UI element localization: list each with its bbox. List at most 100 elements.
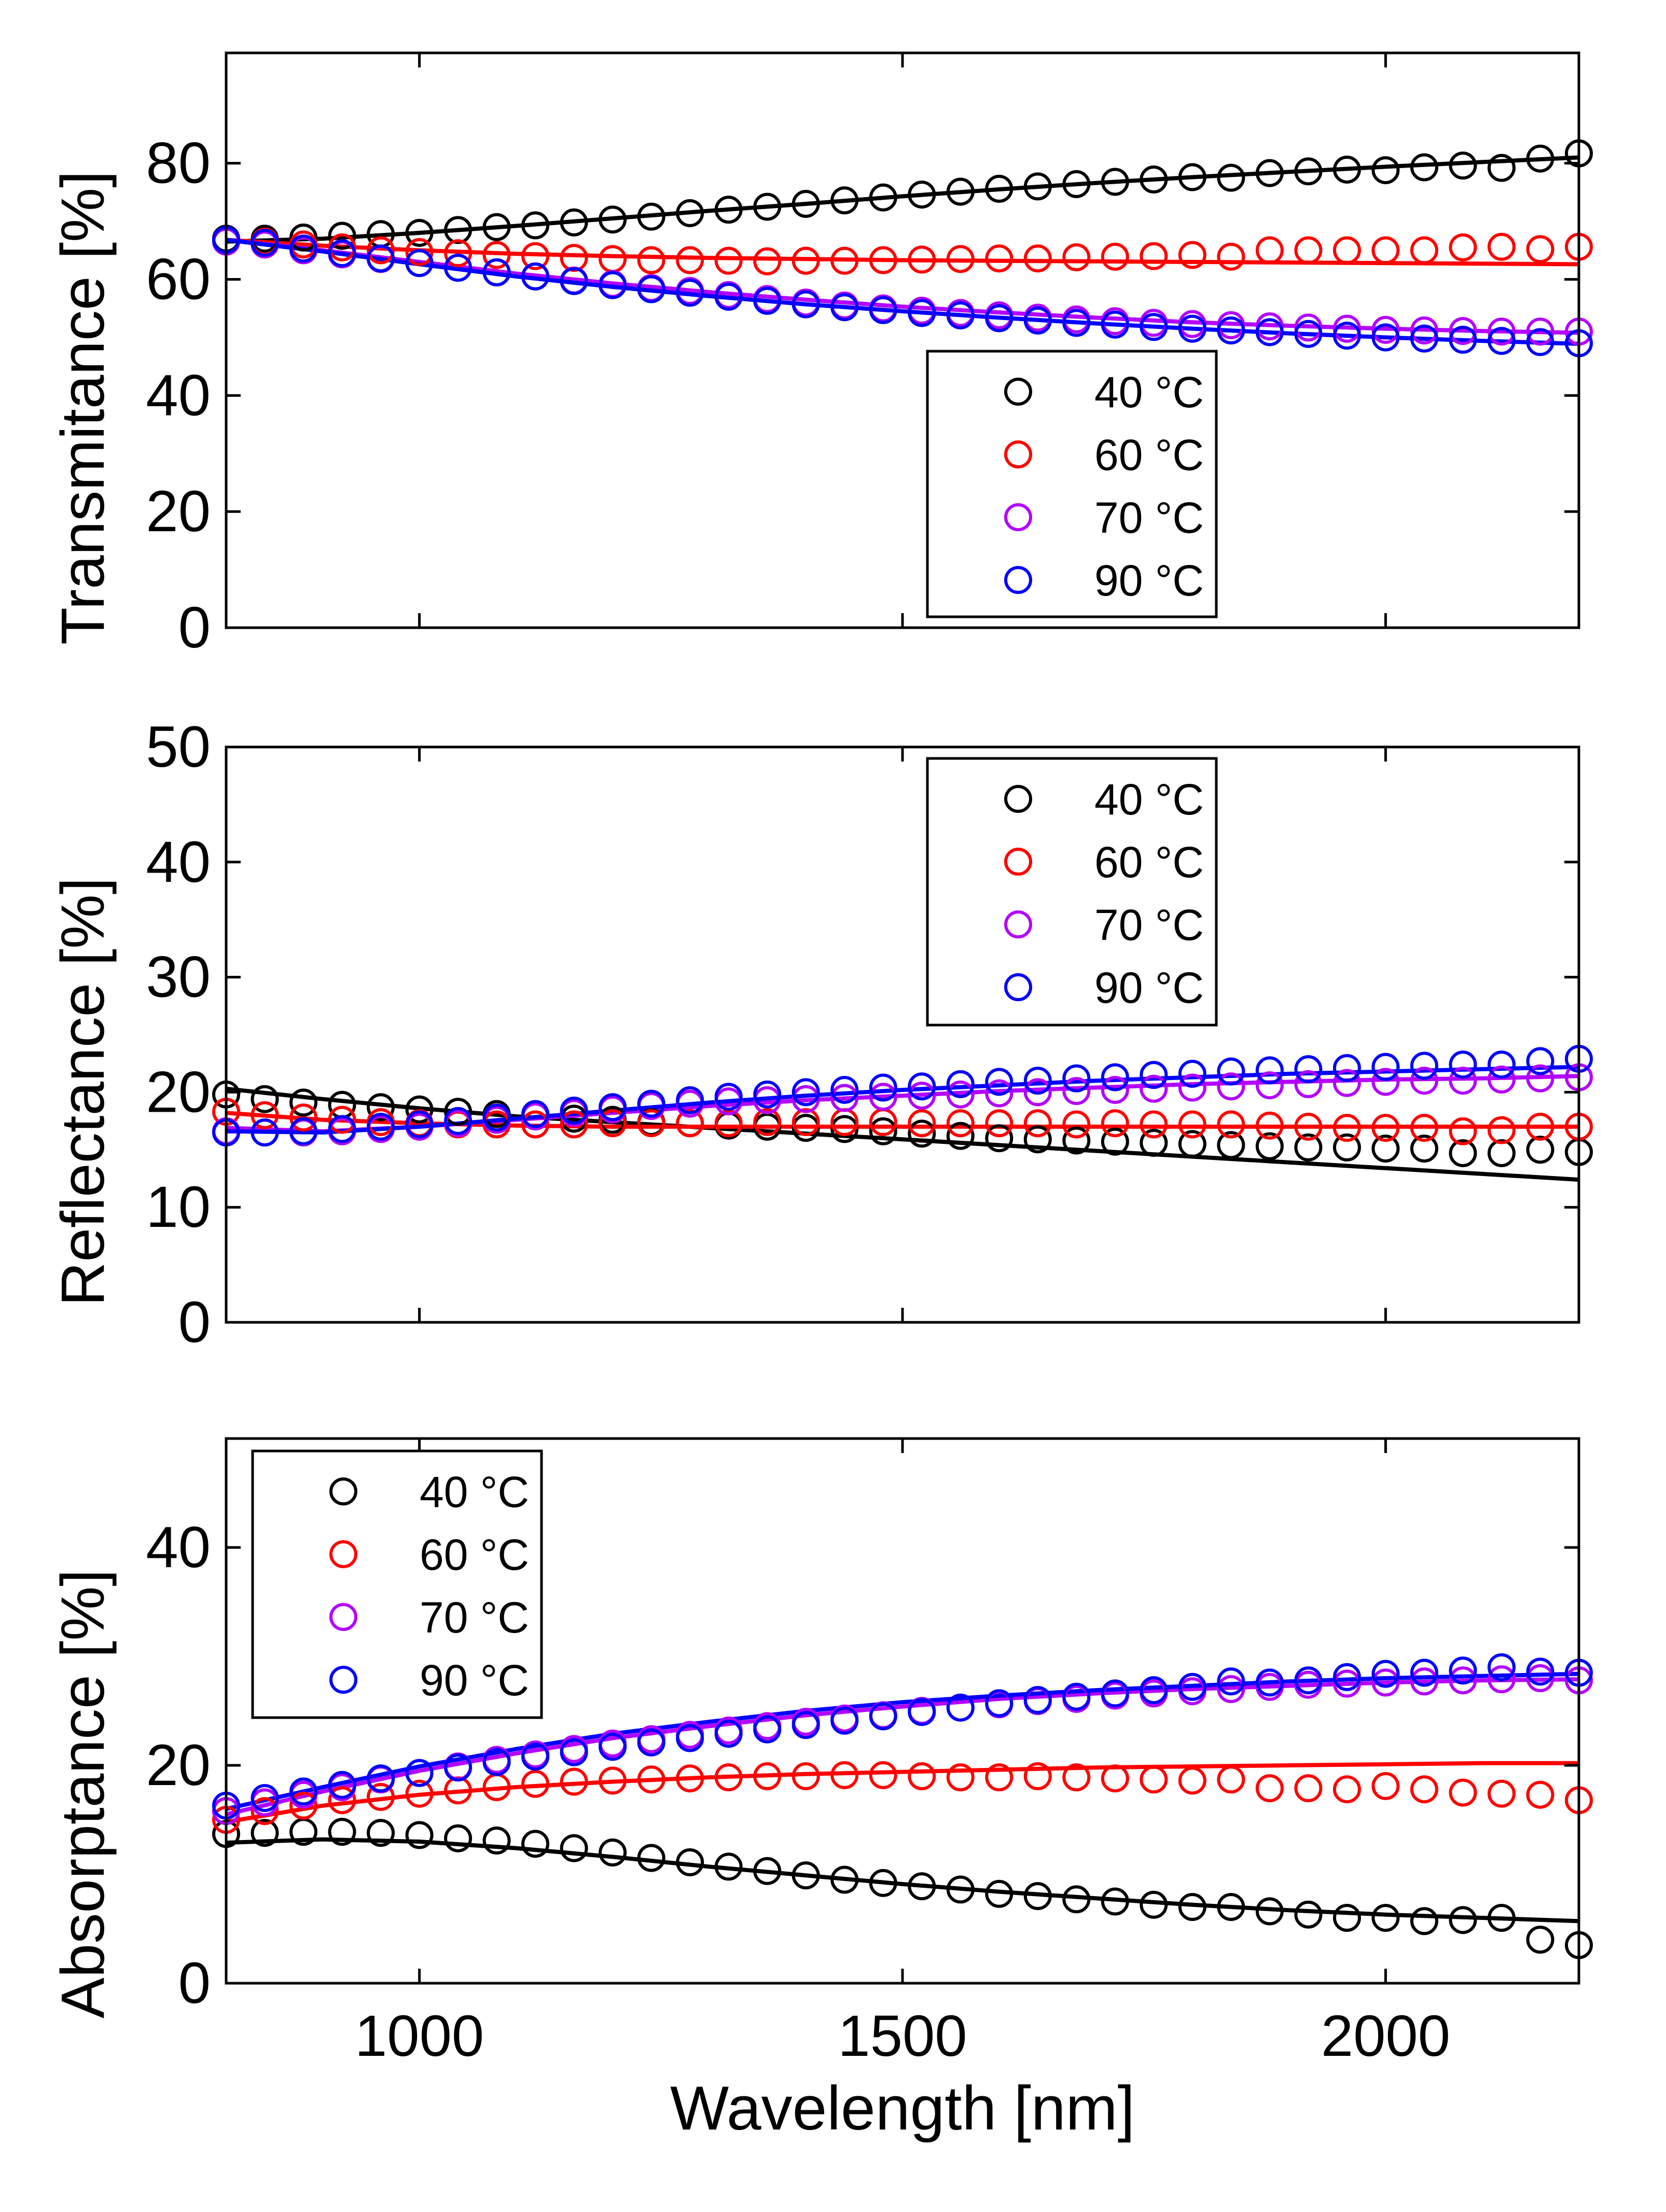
legend-label: 40 °C	[1094, 368, 1204, 417]
data-point	[1449, 1050, 1477, 1079]
data-point	[869, 1083, 897, 1111]
data-point	[830, 1115, 859, 1143]
legend-box	[926, 757, 1218, 1027]
y-tick-label: 30	[146, 945, 211, 1010]
data-point	[1062, 1682, 1091, 1711]
data-point	[1371, 315, 1400, 344]
data-point	[521, 262, 550, 291]
legend-item: 70 °C	[1004, 493, 1204, 542]
y-tick-label: 20	[146, 1733, 211, 1798]
data-point	[985, 1124, 1014, 1153]
data-point	[1255, 1071, 1284, 1100]
data-point	[328, 1818, 356, 1846]
axes-frame	[225, 745, 1580, 1324]
data-point	[985, 1763, 1014, 1792]
data-point	[830, 1865, 859, 1894]
data-point	[1062, 1077, 1091, 1105]
data-point	[482, 241, 511, 269]
data-point	[1332, 1069, 1361, 1097]
data-point	[1217, 163, 1245, 192]
data-point	[1140, 1074, 1168, 1103]
data-point	[289, 1777, 318, 1806]
data-point	[676, 199, 704, 227]
data-point	[869, 1702, 897, 1731]
data-point	[521, 1100, 550, 1128]
data-point	[599, 1109, 627, 1138]
data-point	[1140, 1890, 1168, 1919]
data-point	[367, 1819, 395, 1847]
data-point	[1101, 1764, 1129, 1793]
data-point	[1332, 1669, 1361, 1698]
data-point	[1487, 317, 1516, 346]
data-point	[908, 1698, 936, 1726]
data-point	[482, 1826, 511, 1855]
data-point	[869, 183, 897, 212]
data-point	[405, 1759, 434, 1787]
data-point	[1371, 1053, 1400, 1081]
legend-box	[251, 1449, 543, 1719]
data-point	[405, 218, 434, 247]
data-point	[1023, 1762, 1052, 1790]
data-point	[946, 1693, 975, 1722]
data-point	[1487, 1139, 1516, 1167]
legend-item: 40 °C	[329, 1468, 529, 1516]
data-point	[1255, 1056, 1284, 1085]
data-point	[444, 1753, 473, 1782]
data-point	[599, 1733, 627, 1761]
data-point	[1449, 233, 1477, 261]
plot-area	[212, 1653, 1593, 1959]
data-point	[1140, 165, 1168, 193]
data-point	[985, 304, 1014, 333]
data-point	[560, 1096, 588, 1125]
legend-item: 40 °C	[1004, 368, 1204, 417]
legend-marker-icon	[1004, 910, 1032, 938]
y-tick-label: 0	[178, 1290, 211, 1354]
data-point	[599, 1093, 627, 1122]
data-point	[830, 246, 859, 275]
data-point	[1332, 236, 1361, 265]
data-point	[367, 236, 395, 265]
data-point	[1487, 1050, 1516, 1079]
data-point	[1101, 1127, 1129, 1156]
data-point	[1449, 1117, 1477, 1145]
data-point	[637, 1109, 665, 1138]
data-point	[1023, 306, 1052, 335]
fit-line-4	[226, 1671, 1579, 1811]
data-point	[560, 1767, 588, 1796]
legend-item: 90 °C	[1004, 963, 1204, 1012]
data-point	[1217, 1110, 1245, 1139]
data-point	[1178, 314, 1206, 343]
data-point	[792, 1861, 820, 1890]
data-point	[1487, 1066, 1516, 1094]
data-point	[1140, 1765, 1168, 1794]
data-point	[1526, 1926, 1554, 1954]
data-point	[792, 1711, 820, 1739]
data-point	[869, 1869, 897, 1897]
data-point	[676, 1724, 704, 1752]
data-point	[599, 271, 627, 299]
data-point	[1255, 318, 1284, 347]
data-point	[1140, 1676, 1168, 1705]
plot-area	[212, 139, 1593, 357]
y-tick-label: 40	[146, 1515, 211, 1580]
data-point	[985, 1689, 1014, 1718]
data-point	[1140, 1128, 1168, 1157]
data-point	[482, 1748, 511, 1776]
data-point	[1526, 317, 1554, 346]
data-point	[830, 186, 859, 215]
data-point	[1217, 1131, 1245, 1159]
data-point	[985, 1079, 1014, 1108]
data-point	[946, 1875, 975, 1904]
legend-marker-icon	[1004, 848, 1032, 876]
data-point	[1449, 151, 1477, 180]
data-point	[1332, 155, 1361, 184]
data-point	[328, 1115, 356, 1143]
data-point	[946, 1080, 975, 1109]
data-point	[753, 286, 782, 315]
data-point	[1526, 1780, 1554, 1809]
data-point	[1217, 1667, 1245, 1696]
data-point	[753, 1715, 782, 1744]
data-point	[405, 249, 434, 278]
data-point	[1371, 1660, 1400, 1688]
data-point	[637, 1728, 665, 1757]
